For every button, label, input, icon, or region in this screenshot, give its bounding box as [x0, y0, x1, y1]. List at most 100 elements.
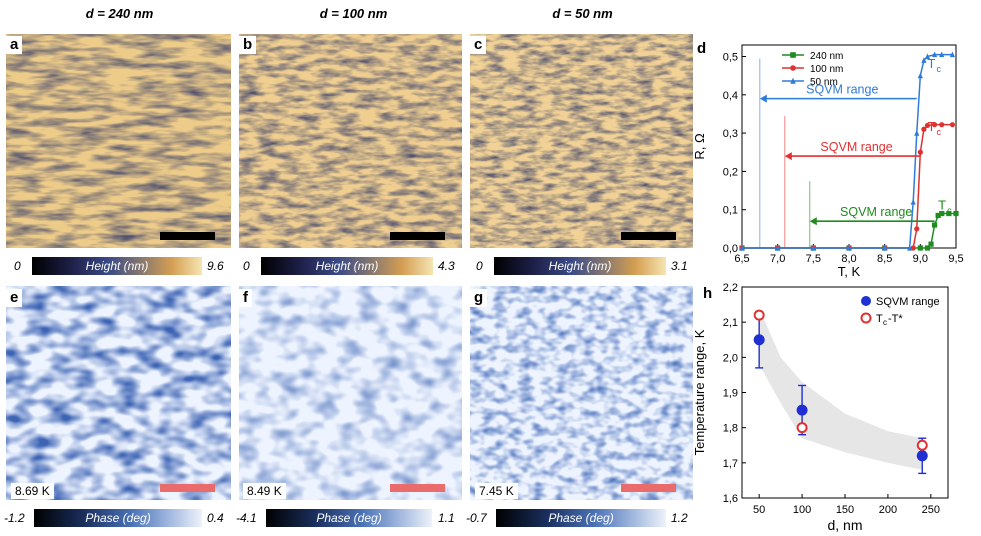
data-point	[753, 309, 765, 321]
data-point	[907, 244, 913, 251]
scale-bar-c	[621, 232, 676, 240]
legend-marker	[861, 296, 871, 306]
y-tick-label: 2,1	[723, 317, 738, 329]
y-tick-label: 1,7	[723, 458, 738, 470]
y-tick-label: 0,1	[723, 205, 738, 217]
data-point	[932, 122, 938, 128]
phase-bar-label-50: Phase (deg)	[548, 511, 614, 525]
phase-image-240nm	[6, 286, 231, 500]
column-title-100: d = 100 nm	[319, 6, 388, 21]
height-bar-max-240: 9.6	[207, 259, 224, 273]
height-colorbar-240: Height (nm)	[32, 257, 202, 275]
tc-label: T	[927, 119, 935, 134]
panel-label-a: a	[6, 36, 23, 54]
data-point	[916, 450, 928, 462]
annotation-label: SQVM range	[820, 140, 892, 154]
x-tick-label: 150	[836, 504, 854, 516]
height-colorbar-100: Height (nm)	[261, 257, 433, 275]
data-point	[917, 149, 923, 155]
x-tick-label: 9,0	[913, 253, 928, 265]
panel-label-d: d	[697, 40, 707, 57]
x-tick-label: 250	[922, 504, 940, 516]
data-point	[882, 244, 888, 251]
data-point	[753, 334, 765, 346]
panel-label-e: e	[6, 289, 23, 307]
data-point	[932, 51, 938, 58]
y-tick-label: 0,0	[723, 243, 738, 255]
phase-bar-max-100: 1.1	[438, 511, 455, 525]
scale-bar-b	[390, 232, 445, 240]
data-point	[949, 51, 956, 58]
arrow-head	[784, 152, 792, 161]
x-tick-label: 7,5	[806, 253, 821, 265]
legend-marker	[790, 65, 796, 71]
height-bar-min-100: 0	[243, 259, 250, 273]
x-tick-label: 200	[879, 504, 897, 516]
resistance-chart: 6,5 7,0 7,5 8,0 8,5 9,0 9,5 0,0 0,1 0,2 0,3 0,4 0,5 T…	[692, 44, 964, 279]
height-bar-min-50: 0	[476, 259, 483, 273]
panel-label-c: c	[470, 36, 487, 54]
data-point	[846, 244, 852, 251]
phase-bar-min-50: -0.7	[466, 511, 487, 525]
arrow-head	[759, 94, 767, 103]
phase-colorbar-50: Phase (deg)	[496, 509, 666, 527]
data-point	[921, 126, 927, 132]
data-point	[910, 198, 916, 205]
phase-bar-label-240: Phase (deg)	[85, 511, 151, 525]
phase-bar-min-100: -4.1	[236, 511, 257, 525]
data-point	[939, 210, 945, 217]
data-point	[810, 244, 816, 251]
data-point	[917, 245, 923, 251]
panel-label-h: h	[703, 285, 713, 302]
column-title-50: d = 50 nm	[552, 6, 613, 21]
x-tick-label: 6,5	[734, 253, 749, 265]
legend-label: T	[876, 313, 883, 325]
phase-bar-label-100: Phase (deg)	[316, 511, 382, 525]
legend-label: SQVM range	[876, 296, 940, 308]
y-tick-label: 0,2	[723, 166, 738, 178]
data-point	[946, 210, 952, 217]
y-axis-label: Temperature range, K	[692, 329, 707, 455]
temperature-range-chart: 50 100 150 200 250 1,6 1,7 1,8 1,9 2,0 2,1 2,2 d, nm…	[692, 282, 949, 533]
legend-label-sub: c	[883, 318, 887, 327]
data-point	[939, 51, 945, 58]
scale-bar-f	[390, 484, 445, 492]
y-tick-label: 0,5	[723, 51, 738, 63]
phase-colorbar-100: Phase (deg)	[266, 509, 432, 527]
x-tick-label: 7,0	[770, 253, 785, 265]
trend-band	[759, 308, 923, 470]
panel-label-f: f	[239, 289, 252, 307]
y-tick-label: 1,8	[723, 423, 738, 435]
legend-marker	[790, 52, 796, 58]
data-point	[935, 212, 941, 219]
phase-image-100nm	[239, 286, 462, 500]
height-bar-min-240: 0	[14, 259, 21, 273]
temperature-label-f: 8.49 K	[243, 483, 286, 499]
height-colorbar-50: Height (nm)	[494, 257, 666, 275]
temperature-label-g: 7.45 K	[475, 483, 518, 499]
x-tick-label: 8,5	[877, 253, 892, 265]
data-point	[939, 122, 945, 128]
tc-label: T	[927, 56, 935, 71]
data-point	[924, 245, 931, 251]
scale-bar-g	[621, 484, 676, 492]
panel-label-g: g	[470, 289, 488, 307]
y-tick-label: 1,9	[723, 388, 738, 400]
scale-bar-a	[160, 232, 215, 240]
x-tick-label: 100	[793, 504, 811, 516]
y-tick-label: 2,2	[723, 282, 738, 294]
column-title-240: d = 240 nm	[85, 6, 154, 21]
phase-bar-max-50: 1.2	[671, 511, 688, 525]
x-axis-label: d, nm	[827, 517, 862, 533]
data-point	[928, 241, 934, 247]
phase-bar-max-240: 0.4	[207, 511, 224, 525]
data-point	[796, 404, 808, 416]
annotation-label: SQVM range	[840, 205, 912, 219]
height-bar-max-100: 4.3	[438, 259, 455, 273]
data-point	[921, 57, 927, 63]
legend-label: 50 nm	[810, 77, 838, 88]
height-bar-max-50: 3.1	[671, 259, 688, 273]
y-axis-label: R, Ω	[692, 133, 707, 160]
temperature-label-e: 8.69 K	[11, 483, 54, 499]
x-tick-label: 8,0	[841, 253, 856, 265]
